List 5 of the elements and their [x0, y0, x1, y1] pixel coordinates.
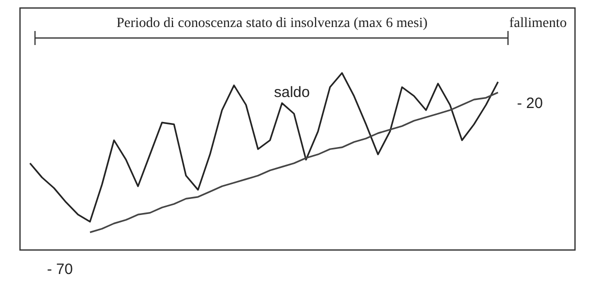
- text: Periodo di conoscenza stato di insolvenza (max 6 mesi): [116, 16, 428, 31]
- series-label: saldo: [274, 84, 310, 101]
- text: fallimento: [509, 16, 567, 31]
- text: - 70: [47, 261, 73, 278]
- text: - 20: [517, 95, 543, 112]
